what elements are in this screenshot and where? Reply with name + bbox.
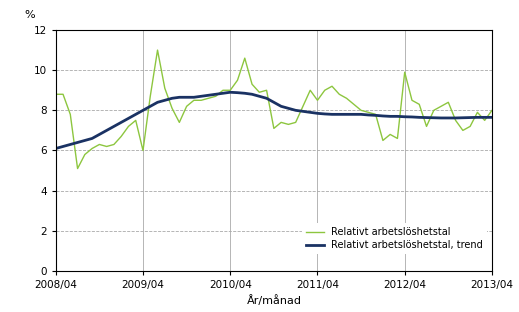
Line: Relativt arbetslöshetstal, trend: Relativt arbetslöshetstal, trend (56, 92, 519, 149)
Relativt arbetslöshetstal (74, 167, 80, 170)
Relativt arbetslöshetstal, trend (409, 115, 415, 119)
Line: Relativt arbetslöshetstal: Relativt arbetslöshetstal (56, 50, 519, 168)
Relativt arbetslöshetstal (52, 92, 59, 96)
Relativt arbetslöshetstal, trend (344, 113, 350, 116)
Relativt arbetslöshetstal (155, 48, 161, 52)
Relativt arbetslöshetstal (111, 143, 117, 146)
Relativt arbetslöshetstal, trend (249, 92, 255, 96)
Y-axis label: %: % (24, 10, 35, 20)
Relativt arbetslöshetstal, trend (103, 129, 110, 132)
X-axis label: År/månad: År/månad (247, 295, 302, 306)
Relativt arbetslöshetstal, trend (424, 116, 430, 119)
Relativt arbetslöshetstal, trend (227, 90, 234, 94)
Relativt arbetslöshetstal (431, 109, 437, 112)
Relativt arbetslöshetstal (351, 102, 357, 106)
Relativt arbetslöshetstal (503, 109, 510, 112)
Relativt arbetslöshetstal, trend (52, 147, 59, 150)
Relativt arbetslöshetstal (416, 102, 422, 106)
Relativt arbetslöshetstal (256, 90, 263, 94)
Relativt arbetslöshetstal, trend (496, 115, 502, 119)
Legend: Relativt arbetslöshetstal, Relativt arbetslöshetstal, trend: Relativt arbetslöshetstal, Relativt arbe… (302, 223, 487, 254)
